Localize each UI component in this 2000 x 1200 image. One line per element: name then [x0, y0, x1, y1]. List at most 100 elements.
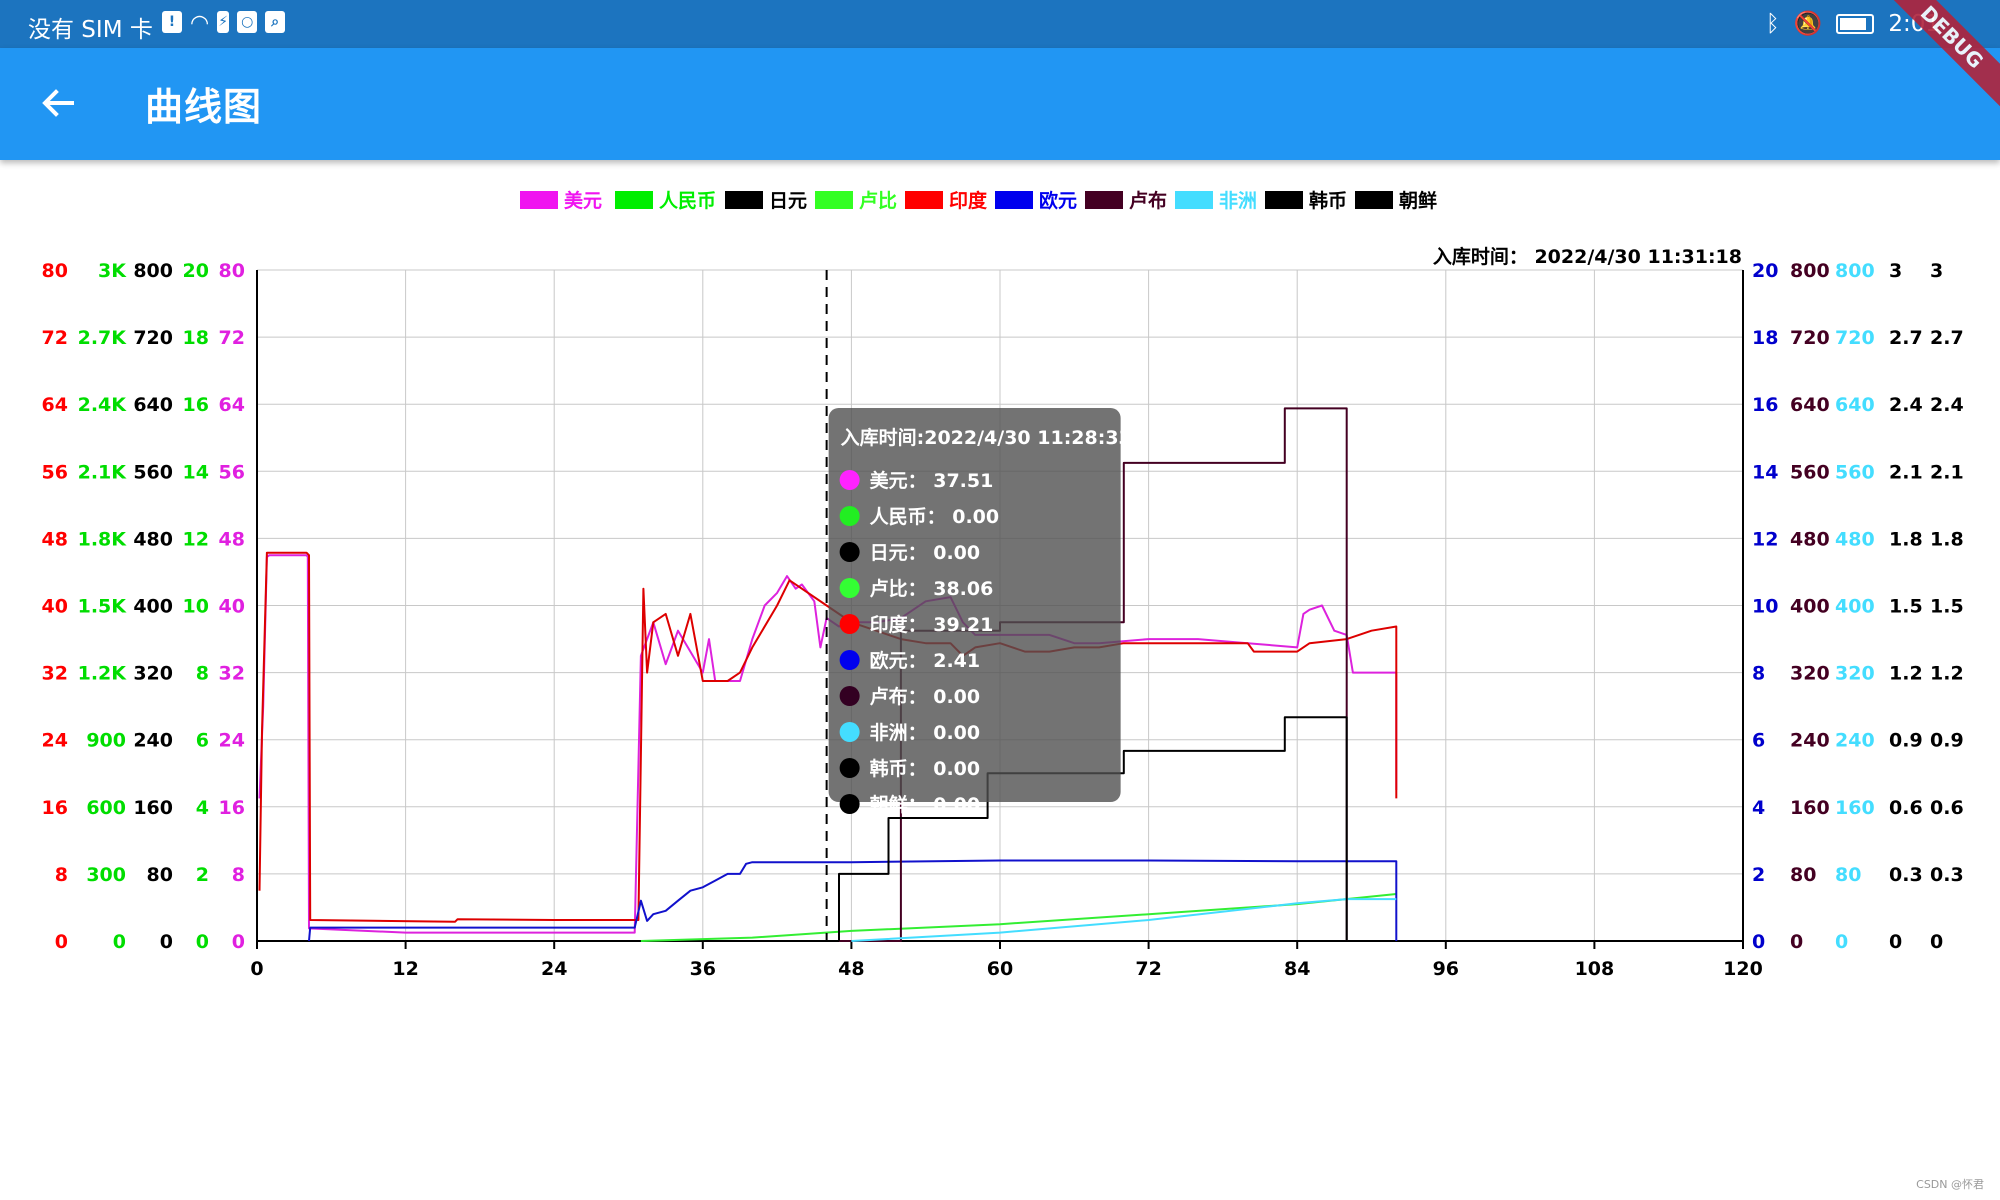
back-arrow-icon[interactable] [34, 78, 84, 128]
right-axis-tick-label: 14 [1752, 461, 1778, 483]
right-axis-tick-label: 320 [1790, 663, 1830, 685]
left-axis-tick-label: 40 [219, 596, 245, 618]
x-tick-label: 36 [690, 958, 716, 980]
right-axis-tick-label: 720 [1835, 327, 1875, 349]
wifi-icon: ◠ [190, 11, 210, 36]
battery-icon [1836, 13, 1875, 34]
left-axis-tick-label: 56 [219, 461, 245, 483]
legend-label: 卢比 [859, 189, 897, 212]
tooltip-item: 人民币： 0.00 [870, 506, 1000, 528]
tooltip-item: 日元： 0.00 [870, 542, 981, 564]
tooltip-dot [839, 542, 860, 562]
right-axis-tick-label: 640 [1835, 394, 1875, 416]
series-line [258, 554, 1398, 934]
left-axis-tick-label: 600 [86, 797, 126, 819]
series-line [851, 898, 1397, 942]
legend-swatch [520, 191, 558, 209]
left-axis-tick-label: 56 [42, 461, 68, 483]
left-axis-tick-label: 6 [196, 730, 209, 752]
x-tick-label: 84 [1284, 958, 1310, 980]
tooltip-dot [839, 686, 860, 706]
left-axis-tick-label: 640 [133, 394, 173, 416]
right-axis-tick-label: 3 [1889, 260, 1902, 282]
tooltip-item: 非洲： 0.00 [870, 722, 981, 744]
tooltip-box [828, 408, 1121, 802]
tooltip-dot [839, 614, 860, 634]
right-axis-tick-label: 800 [1790, 260, 1830, 282]
search-app-icon: ⌕ [265, 11, 286, 33]
right-axis-tick-label: 4 [1752, 797, 1765, 819]
left-axis-tick-label: 16 [42, 797, 68, 819]
left-axis-tick-label: 32 [42, 663, 68, 685]
left-axis-tick-label: 64 [219, 394, 245, 416]
tooltip-dot [839, 578, 860, 598]
right-axis-tick-label: 400 [1835, 596, 1875, 618]
x-tick-label: 24 [541, 958, 567, 980]
x-tick-label: 0 [250, 958, 263, 980]
bluetooth-icon: ᛒ [1765, 10, 1780, 37]
left-axis-tick-label: 80 [42, 260, 68, 282]
right-axis-tick-label: 480 [1835, 528, 1875, 550]
sim-alert-icon: ! [162, 11, 182, 33]
legend-swatch [615, 191, 653, 209]
left-axis-tick-label: 16 [183, 394, 209, 416]
left-axis-tick-label: 14 [183, 461, 209, 483]
right-axis-tick-label: 800 [1835, 260, 1875, 282]
legend-label: 日元 [769, 190, 807, 212]
left-axis-tick-label: 24 [219, 730, 245, 752]
left-axis-tick-label: 8 [196, 663, 209, 685]
right-axis-tick-label: 10 [1752, 596, 1778, 618]
left-axis-tick-label: 2.4K [78, 394, 128, 416]
left-axis-tick-label: 2.1K [78, 461, 128, 483]
left-axis-tick-label: 12 [183, 528, 209, 550]
right-axis-tick-label: 0.6 [1889, 797, 1923, 819]
right-axis-tick-label: 560 [1835, 461, 1875, 483]
right-axis-tick-label: 0 [1752, 931, 1765, 953]
battery-saver-icon: ⚡ [217, 11, 230, 33]
legend-swatch [1085, 191, 1123, 209]
right-axis-tick-label: 480 [1790, 528, 1830, 550]
right-axis-tick-label: 560 [1790, 461, 1830, 483]
mute-bell-icon: 🔕 [1793, 11, 1823, 37]
right-axis-tick-label: 3 [1930, 260, 1943, 282]
legend-label: 非洲 [1219, 190, 1257, 212]
status-bar: 没有 SIM 卡 ! ◠ ⚡ ○ ⌕ ᛒ 🔕 2:01 [0, 0, 2000, 48]
right-axis-tick-label: 6 [1752, 730, 1765, 752]
legend-swatch [1175, 191, 1213, 209]
left-axis-tick-label: 0 [55, 931, 68, 953]
left-axis-tick-label: 0 [232, 931, 245, 953]
app-bar: 曲线图 [0, 48, 2000, 160]
series-line [258, 551, 1398, 923]
right-axis-tick-label: 1.2 [1889, 663, 1923, 685]
legend-label: 朝鲜 [1399, 189, 1437, 212]
left-axis-tick-label: 560 [133, 461, 173, 483]
right-axis-tick-label: 160 [1835, 797, 1875, 819]
right-axis-tick-label: 320 [1835, 663, 1875, 685]
right-axis-tick-label: 0.3 [1889, 864, 1923, 886]
left-axis-tick-label: 24 [42, 730, 68, 752]
right-axis-tick-label: 240 [1790, 730, 1830, 752]
legend-swatch [725, 191, 763, 209]
legend-label: 韩币 [1309, 189, 1347, 212]
right-axis-tick-label: 80 [1790, 864, 1816, 886]
tooltip-dot [839, 722, 860, 742]
left-axis-tick-label: 16 [219, 797, 245, 819]
right-axis-tick-label: 0.9 [1930, 730, 1964, 752]
legend-label: 印度 [949, 189, 988, 212]
right-axis-tick-label: 0.9 [1889, 730, 1923, 752]
left-axis-tick-label: 240 [133, 730, 173, 752]
right-axis-tick-label: 160 [1790, 797, 1830, 819]
left-axis-tick-label: 20 [183, 260, 209, 282]
left-axis-tick-label: 40 [42, 596, 68, 618]
tooltip-item: 欧元： 2.41 [870, 649, 981, 672]
legend-swatch [1265, 191, 1303, 209]
right-axis-tick-label: 2.1 [1930, 461, 1964, 483]
legend-swatch [815, 191, 853, 209]
left-axis-tick-label: 480 [133, 528, 173, 550]
legend-label: 欧元 [1039, 189, 1077, 212]
left-axis-tick-label: 300 [86, 864, 126, 886]
right-axis-tick-label: 0 [1889, 931, 1902, 953]
right-axis-tick-label: 1.2 [1930, 663, 1964, 685]
tooltip-item: 美元： 37.51 [870, 469, 994, 492]
